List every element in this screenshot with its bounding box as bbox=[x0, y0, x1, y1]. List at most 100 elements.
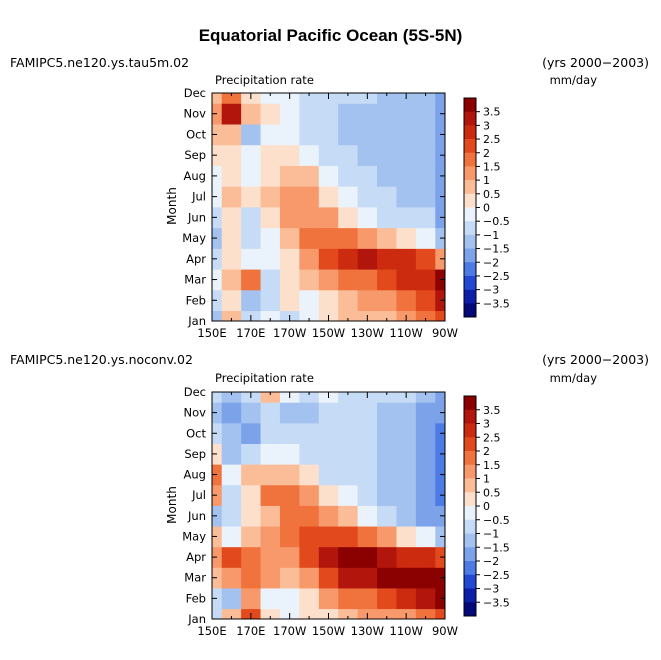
y-tick-label: Sep bbox=[184, 148, 206, 162]
heatmap-cell bbox=[221, 392, 242, 403]
x-tick-label: 150E bbox=[197, 326, 226, 340]
heatmap-cell bbox=[260, 144, 281, 166]
heatmap-cell bbox=[221, 93, 242, 104]
colorbar-swatch bbox=[464, 423, 476, 438]
heatmap-cell bbox=[318, 186, 339, 208]
heatmap-cell bbox=[260, 464, 281, 486]
colorbar-label: 1 bbox=[483, 473, 490, 486]
heatmap-cell bbox=[260, 289, 281, 312]
heatmap-cell bbox=[212, 165, 223, 187]
heatmap-cell bbox=[338, 289, 359, 312]
panel-2-units-label: mm/day bbox=[550, 371, 598, 385]
y-tick-label: Jan bbox=[187, 314, 206, 328]
panel-2: Precipitation rate mm/day Month Jan Feb Ma… bbox=[165, 371, 597, 638]
heatmap-cell bbox=[318, 144, 339, 166]
y-tick-label: Oct bbox=[186, 127, 206, 141]
heatmap-cell bbox=[396, 144, 417, 166]
y-tick-label: Oct bbox=[186, 426, 206, 440]
colorbar-label: −3.5 bbox=[483, 297, 510, 310]
heatmap-cell bbox=[241, 269, 261, 291]
heatmap-cell bbox=[221, 608, 242, 620]
heatmap-cell bbox=[377, 144, 397, 166]
heatmap-cell bbox=[415, 124, 436, 146]
heatmap-cell bbox=[299, 526, 320, 548]
heatmap-cell bbox=[396, 103, 417, 125]
colorbar-swatch bbox=[464, 492, 476, 507]
heatmap-cell bbox=[396, 484, 417, 506]
heatmap-cell bbox=[260, 484, 281, 506]
heatmap-cell bbox=[415, 567, 436, 589]
colorbar-label: 1.5 bbox=[483, 459, 501, 472]
heatmap-cell bbox=[318, 248, 339, 270]
heatmap-cell bbox=[338, 165, 359, 187]
heatmap-cell bbox=[338, 248, 359, 270]
heatmap-cell bbox=[396, 124, 417, 146]
heatmap-cell bbox=[396, 588, 417, 610]
heatmap-cell bbox=[260, 505, 281, 527]
heatmap-cell bbox=[377, 248, 397, 270]
heatmap-cell bbox=[338, 546, 359, 568]
heatmap-cell bbox=[318, 402, 339, 424]
heatmap-cell bbox=[299, 505, 320, 527]
colorbar-swatch bbox=[464, 547, 476, 562]
heatmap-cell bbox=[396, 269, 417, 291]
heatmap-cell bbox=[221, 269, 242, 291]
panel-1-case-label: FAMIPC5.ne120.ys.tau5m.02 bbox=[10, 55, 190, 70]
heatmap-cell bbox=[299, 608, 320, 620]
heatmap-cell bbox=[415, 588, 436, 610]
colorbar-swatch bbox=[464, 166, 476, 181]
colorbar-label: 2.5 bbox=[483, 133, 501, 146]
colorbar-label: −2 bbox=[483, 555, 499, 568]
heatmap-cell bbox=[260, 588, 281, 610]
heatmap-cell bbox=[260, 422, 281, 444]
colorbar-swatch bbox=[464, 139, 476, 154]
heatmap-cell bbox=[221, 310, 242, 322]
heatmap-cell bbox=[241, 505, 261, 527]
x-tick-label: 170W bbox=[273, 326, 306, 340]
heatmap-cell bbox=[357, 186, 378, 208]
heatmap-cell bbox=[377, 526, 397, 548]
heatmap-cell bbox=[338, 402, 359, 424]
colorbar-label: −1.5 bbox=[483, 541, 510, 554]
colorbar-label: 2 bbox=[483, 445, 490, 458]
colorbar-swatch bbox=[464, 275, 476, 290]
heatmap-cell bbox=[221, 207, 242, 229]
heatmap-cell bbox=[212, 269, 223, 291]
heatmap-cell bbox=[212, 464, 223, 486]
heatmap-cell bbox=[212, 567, 223, 589]
heatmap-cell bbox=[212, 392, 223, 403]
heatmap-cell bbox=[357, 443, 378, 465]
heatmap-cell bbox=[338, 608, 359, 620]
heatmap-cell bbox=[318, 464, 339, 486]
heatmap-cell bbox=[221, 464, 242, 486]
heatmap-cell bbox=[221, 402, 242, 424]
colorbar-label: 3 bbox=[483, 418, 490, 431]
panel-1-y-axis-label: Month bbox=[165, 187, 179, 225]
heatmap-cell bbox=[212, 608, 223, 620]
heatmap-cell bbox=[299, 464, 320, 486]
heatmap-cell bbox=[415, 93, 436, 104]
heatmap-cell bbox=[338, 505, 359, 527]
heatmap-cell bbox=[377, 207, 397, 229]
heatmap-cell bbox=[415, 526, 436, 548]
heatmap-cell bbox=[396, 422, 417, 444]
heatmap-cell bbox=[396, 186, 417, 208]
figure-title: Equatorial Pacific Ocean (5S-5N) bbox=[198, 26, 463, 45]
heatmap-cell bbox=[377, 443, 397, 465]
colorbar-swatch bbox=[464, 125, 476, 140]
colorbar-label: 2 bbox=[483, 147, 490, 160]
heatmap-cell bbox=[318, 422, 339, 444]
colorbar-swatch bbox=[464, 303, 476, 318]
heatmap-cell bbox=[212, 526, 223, 548]
heatmap-cell bbox=[299, 269, 320, 291]
colorbar-label: −3 bbox=[483, 583, 499, 596]
heatmap-cell bbox=[221, 227, 242, 249]
heatmap-cell bbox=[299, 484, 320, 506]
colorbar-label: −3.5 bbox=[483, 596, 510, 609]
heatmap-cell bbox=[415, 144, 436, 166]
heatmap-cell bbox=[377, 289, 397, 312]
heatmap-cell bbox=[318, 484, 339, 506]
colorbar-swatch bbox=[464, 98, 476, 112]
heatmap-cell bbox=[260, 124, 281, 146]
heatmap-cell bbox=[212, 93, 223, 104]
